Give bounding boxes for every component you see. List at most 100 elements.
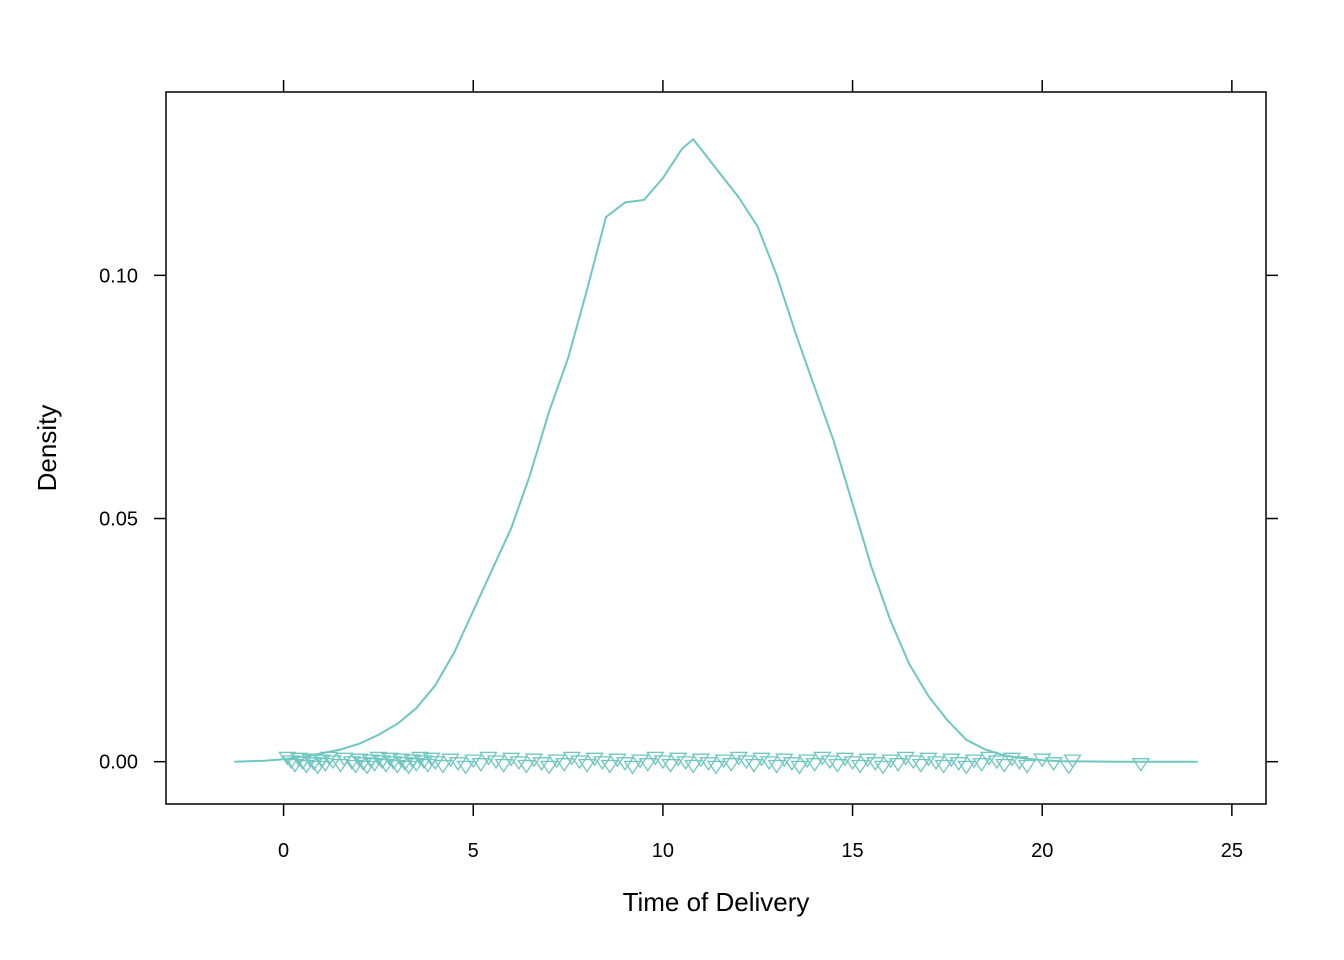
rug-point — [369, 751, 388, 766]
rug-point — [843, 756, 862, 771]
rug-point — [585, 752, 604, 767]
rug-point — [281, 755, 301, 770]
rug-point — [881, 754, 900, 769]
rug-point — [896, 751, 915, 766]
rug-point — [323, 755, 343, 770]
y-tick-label: 0.10 — [99, 265, 138, 287]
rug-points — [278, 751, 1151, 775]
x-tick-label: 25 — [1221, 840, 1243, 862]
rug-point — [926, 756, 946, 771]
rug-point — [539, 760, 559, 775]
rug-point — [304, 757, 324, 771]
rug-point — [414, 755, 434, 770]
rug-point — [486, 755, 506, 770]
rug-point — [608, 753, 627, 768]
rug-point — [300, 753, 320, 768]
rug-point — [972, 758, 991, 772]
y-tick-label: 0.00 — [99, 752, 138, 774]
rug-point — [630, 754, 650, 769]
rug-point — [562, 751, 582, 766]
density-line — [234, 138, 1198, 763]
rug-point — [668, 752, 688, 767]
rug-point — [555, 758, 574, 772]
rug-point — [820, 755, 840, 770]
rug-point — [979, 751, 999, 766]
rug-point — [361, 754, 381, 769]
rug-point — [797, 754, 817, 769]
rug-point — [403, 754, 422, 769]
rug-point — [509, 756, 528, 771]
rug-point — [888, 758, 908, 772]
x-tick-label: 20 — [1031, 840, 1053, 862]
plot-frame — [165, 91, 1267, 805]
rug-point — [289, 752, 308, 767]
x-tick-label: 5 — [468, 840, 479, 862]
rug-point — [714, 754, 733, 769]
rug-point — [676, 756, 695, 771]
rug-point — [904, 755, 923, 770]
rug-point — [433, 759, 453, 774]
rug-point — [949, 757, 968, 771]
rug-point — [866, 757, 885, 771]
rug-point — [1002, 752, 1022, 767]
rug-point — [987, 755, 1006, 770]
series-group — [234, 138, 1198, 763]
rug-point — [380, 752, 400, 767]
rug-point — [1044, 757, 1063, 771]
rug-point — [479, 751, 498, 766]
rug-point — [805, 758, 824, 772]
rug-point — [464, 754, 483, 769]
rug-point — [532, 757, 551, 771]
rug-point — [350, 753, 369, 768]
y-tick-label: 0.05 — [99, 509, 138, 531]
rug-point — [471, 758, 491, 772]
rug-point — [653, 755, 673, 770]
rug-point — [577, 758, 597, 773]
x-tick-label: 15 — [841, 840, 863, 862]
rug-point — [858, 753, 877, 768]
rug-point — [623, 760, 642, 775]
rug-point — [312, 754, 331, 769]
rug-point — [684, 759, 703, 774]
x-tick-label: 10 — [652, 840, 674, 862]
rug-point — [354, 757, 373, 771]
rug-point — [646, 751, 665, 766]
rug-point — [706, 760, 726, 775]
rug-point — [391, 753, 411, 768]
rug-point — [699, 757, 718, 771]
rug-point — [524, 753, 544, 768]
rug-point — [615, 757, 635, 771]
rug-point — [372, 755, 392, 770]
rug-point — [494, 758, 513, 773]
rug-point — [501, 752, 521, 767]
rug-point — [957, 760, 976, 775]
rug-point — [410, 751, 430, 766]
rug-point — [1059, 760, 1078, 775]
rug-point — [873, 760, 893, 775]
rug-point — [964, 754, 984, 769]
rug-point — [782, 757, 802, 771]
rug-point — [1131, 758, 1151, 772]
rug-point — [426, 756, 445, 771]
rug-point — [1017, 759, 1037, 774]
rug-point — [517, 759, 536, 774]
rug-point — [744, 758, 764, 773]
rug-point — [729, 751, 748, 766]
rug-point — [812, 751, 832, 766]
rug-point — [638, 758, 657, 772]
rug-point — [547, 754, 566, 769]
y-axis-label: Density — [32, 405, 62, 492]
rug-point — [600, 759, 620, 774]
y-axis: 0.00 0.05 0.10 — [99, 265, 1278, 774]
rug-point — [919, 752, 938, 767]
rug-point — [456, 760, 475, 775]
rug-point — [592, 756, 612, 771]
rug-point — [911, 758, 931, 773]
rug-point — [342, 756, 362, 771]
rug-point — [850, 759, 870, 774]
rug-point — [422, 752, 441, 767]
x-axis-label: Time of Delivery — [623, 887, 810, 917]
rug-point — [828, 758, 847, 773]
rug-point — [752, 752, 771, 767]
